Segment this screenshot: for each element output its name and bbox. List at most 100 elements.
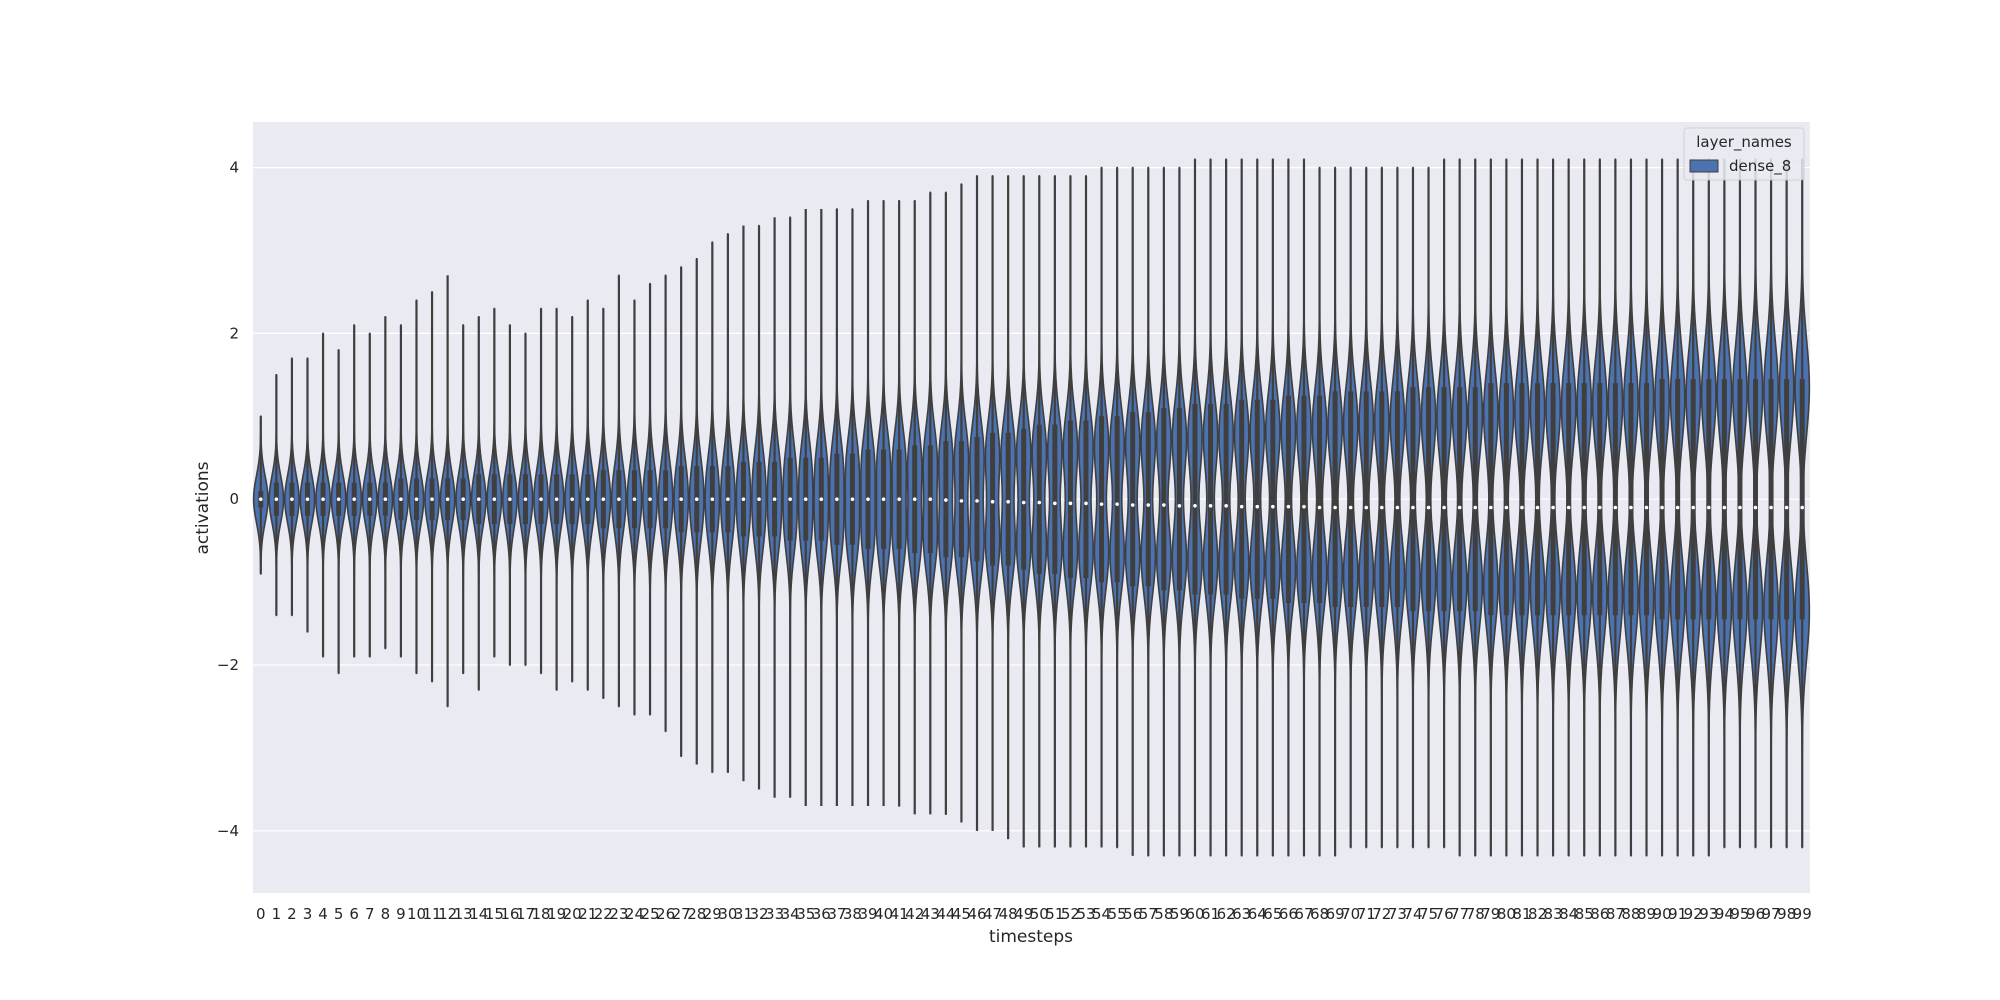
violin-median-dot xyxy=(1582,505,1587,510)
x-tick-label: 91 xyxy=(1668,905,1687,923)
violin-median-dot xyxy=(1706,505,1711,510)
violin-median-dot xyxy=(1489,505,1493,510)
violin-median-dot xyxy=(1130,503,1135,507)
x-tick-label: 40 xyxy=(874,905,893,923)
y-axis-label: activations xyxy=(193,461,213,554)
y-tick-label: −4 xyxy=(217,822,239,840)
x-tick-label: 22 xyxy=(594,905,613,923)
violin-median-dot xyxy=(866,497,870,502)
x-tick-label: 69 xyxy=(1326,905,1345,923)
violin-median-dot xyxy=(1644,505,1649,510)
violin-median-dot xyxy=(1473,505,1478,510)
x-tick-label: 5 xyxy=(334,905,344,923)
violin-median-dot xyxy=(492,497,497,502)
x-tick-label: 85 xyxy=(1575,905,1594,923)
x-tick-label: 90 xyxy=(1653,905,1672,923)
violin-median-dot xyxy=(1613,505,1618,510)
violin-median-dot xyxy=(648,497,652,502)
x-tick-label: 80 xyxy=(1497,905,1516,923)
x-tick-label: 23 xyxy=(609,905,628,923)
x-tick-label: 13 xyxy=(454,905,473,923)
x-tick-label: 83 xyxy=(1544,905,1563,923)
x-tick-label: 81 xyxy=(1512,905,1531,923)
x-tick-label: 48 xyxy=(999,905,1018,923)
x-tick-label: 74 xyxy=(1403,905,1422,923)
x-tick-label: 64 xyxy=(1248,905,1267,923)
violin-median-dot xyxy=(1426,505,1431,510)
x-tick-label: 53 xyxy=(1076,905,1095,923)
violins xyxy=(252,158,1811,857)
violin-median-dot xyxy=(1800,505,1805,510)
x-tick-label: 45 xyxy=(952,905,971,923)
violin-median-dot xyxy=(1660,505,1664,510)
violin-median-dot xyxy=(850,497,855,502)
legend-swatch xyxy=(1689,159,1719,173)
x-tick-label: 57 xyxy=(1139,905,1158,923)
x-tick-label: 11 xyxy=(423,905,442,923)
violin-median-dot xyxy=(1177,504,1182,508)
x-tick-label: 50 xyxy=(1030,905,1049,923)
violin-median-dot xyxy=(508,497,512,502)
x-tick-labels: 0 1 2 3 4 5 6 7 8 9 101112131415161718192021222324… xyxy=(256,905,1812,923)
violin-median-dot xyxy=(632,497,637,502)
x-tick-label: 16 xyxy=(500,905,519,923)
violin-median-dot xyxy=(1317,505,1322,510)
x-tick-label: 42 xyxy=(905,905,924,923)
violin-median-dot xyxy=(445,497,450,502)
violin-median-dot xyxy=(1162,503,1166,507)
x-tick-label: 60 xyxy=(1185,905,1204,923)
violin-median-dot xyxy=(788,497,792,502)
violin-median-dot xyxy=(1442,505,1446,510)
violin-median-dot xyxy=(1504,505,1509,510)
x-tick-label: 93 xyxy=(1699,905,1718,923)
x-tick-label: 97 xyxy=(1762,905,1781,923)
x-tick-label: 89 xyxy=(1637,905,1656,923)
x-tick-label: 20 xyxy=(563,905,582,923)
violin-median-dot xyxy=(710,497,715,502)
x-tick-label: 18 xyxy=(531,905,550,923)
violin-median-dot xyxy=(523,497,528,502)
x-tick-label: 36 xyxy=(812,905,831,923)
violin-median-dot xyxy=(1566,505,1571,510)
x-tick-label: 98 xyxy=(1777,905,1796,923)
violin-median-dot xyxy=(1146,503,1151,507)
violin-median-dot xyxy=(336,497,341,502)
violin-median-dot xyxy=(1551,505,1555,510)
violin-median-dot xyxy=(912,497,917,502)
x-tick-label: 82 xyxy=(1528,905,1547,923)
violin-median-dot xyxy=(399,497,403,502)
violin-median-dot xyxy=(539,497,543,502)
x-tick-label: 76 xyxy=(1435,905,1454,923)
violin-median-dot xyxy=(772,497,777,502)
x-tick-label: 28 xyxy=(687,905,706,923)
violin-median-dot xyxy=(305,497,310,502)
violin-median-dot xyxy=(757,497,761,502)
violin-median-dot xyxy=(585,497,590,502)
x-tick-label: 19 xyxy=(547,905,566,923)
x-tick-label: 25 xyxy=(640,905,659,923)
violin-median-dot xyxy=(1255,504,1260,509)
violin-median-dot xyxy=(1364,505,1369,510)
violin-median-dot xyxy=(1021,500,1026,505)
violin-median-dot xyxy=(1006,499,1010,504)
violin-median-dot xyxy=(352,497,357,502)
x-tick-label: 21 xyxy=(578,905,597,923)
x-tick-label: 88 xyxy=(1621,905,1640,923)
violin-median-dot xyxy=(258,497,263,502)
violin-median-dot xyxy=(881,497,886,502)
x-tick-label: 14 xyxy=(469,905,488,923)
violin-median-dot xyxy=(1348,505,1353,510)
x-tick-label: 79 xyxy=(1481,905,1500,923)
y-tick-labels: −4 −2 0 2 4 xyxy=(217,159,239,840)
x-tick-label: 75 xyxy=(1419,905,1438,923)
violin-median-dot xyxy=(1411,505,1415,510)
violin-median-dot xyxy=(1053,501,1057,506)
x-tick-label: 31 xyxy=(734,905,753,923)
x-tick-label: 10 xyxy=(407,905,426,923)
plot-background xyxy=(253,122,1810,893)
x-tick-label: 92 xyxy=(1684,905,1703,923)
x-tick-label: 4 xyxy=(318,905,328,923)
x-tick-label: 71 xyxy=(1357,905,1376,923)
y-tick-label: −2 xyxy=(217,656,239,674)
violin-median-dot xyxy=(694,497,699,502)
